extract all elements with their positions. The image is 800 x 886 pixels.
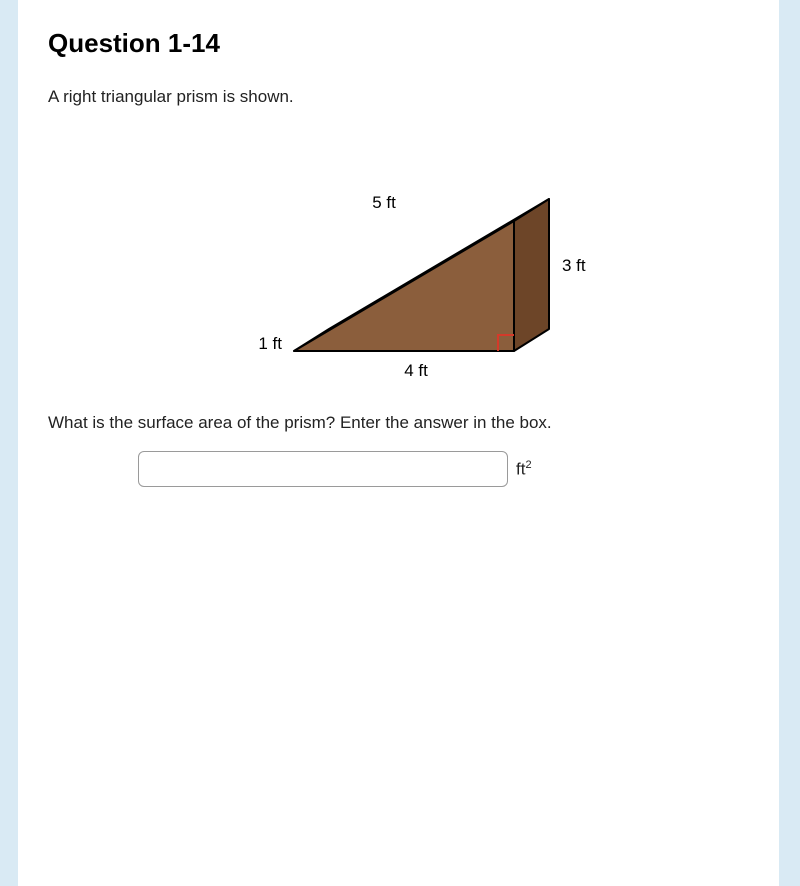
question-prompt: What is the surface area of the prism? E… bbox=[48, 413, 749, 433]
label-hypotenuse: 5 ft bbox=[372, 193, 396, 212]
answer-input[interactable] bbox=[138, 451, 508, 487]
question-intro: A right triangular prism is shown. bbox=[48, 87, 749, 107]
label-height: 3 ft bbox=[562, 256, 586, 275]
prism-front-face bbox=[294, 221, 514, 351]
prism-figure: 5 ft 3 ft 4 ft 1 ft bbox=[48, 131, 749, 391]
answer-unit: ft2 bbox=[516, 459, 532, 480]
unit-exponent: 2 bbox=[525, 459, 531, 471]
label-base: 4 ft bbox=[404, 361, 428, 380]
prism-side-face bbox=[514, 199, 549, 351]
label-depth: 1 ft bbox=[258, 334, 282, 353]
answer-row: ft2 bbox=[48, 451, 749, 487]
question-card: Question 1-14 A right triangular prism i… bbox=[18, 0, 782, 886]
prism-svg: 5 ft 3 ft 4 ft 1 ft bbox=[184, 131, 614, 391]
question-title: Question 1-14 bbox=[48, 28, 749, 59]
